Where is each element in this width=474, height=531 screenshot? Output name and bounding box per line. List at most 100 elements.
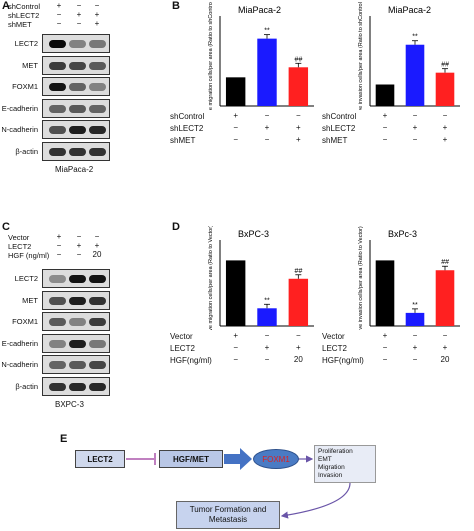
treatment-label: Vector xyxy=(8,233,30,242)
treatment-label: HGF (ng/ml) xyxy=(8,251,50,260)
treatment-sign: − xyxy=(412,355,418,364)
bar xyxy=(375,84,395,106)
treatment-sign: − xyxy=(264,355,270,364)
blot-band xyxy=(49,296,66,305)
treatment-sign: − xyxy=(412,135,418,144)
block-arrow xyxy=(224,448,252,470)
bar xyxy=(288,67,309,106)
blot-band xyxy=(89,339,106,348)
treatment-sign: + xyxy=(56,232,62,241)
blot-band xyxy=(49,318,66,326)
blot-band xyxy=(89,126,106,134)
treatment-sign: − xyxy=(412,331,418,340)
treatment-label: LECT2 xyxy=(8,242,32,251)
treatment-label: LECT2 xyxy=(170,344,195,353)
blot-band xyxy=(69,275,86,283)
node-foxm1: FOXM1 xyxy=(253,449,299,469)
treatment-sign: + xyxy=(295,343,301,352)
outcome-emt: EMT xyxy=(318,456,332,463)
treatment-label: HGF(ng/ml) xyxy=(322,356,364,365)
arrow-to-tumor xyxy=(280,482,351,519)
treatment-sign: + xyxy=(76,241,82,250)
treatment-sign: + xyxy=(382,111,388,120)
blot-band xyxy=(49,126,66,134)
blot-band xyxy=(49,40,66,48)
treatment-label: Vector xyxy=(170,332,193,341)
treatment-sign: − xyxy=(264,135,270,144)
outcome-migration: Migration xyxy=(318,464,345,471)
blot-band xyxy=(49,147,66,156)
bar xyxy=(288,278,309,326)
blot-band xyxy=(69,382,86,391)
treatment-sign: − xyxy=(442,111,448,120)
blot-label: MET xyxy=(22,295,38,305)
y-axis-label: Relative invasion cells/per area (Ratio … xyxy=(358,226,364,330)
significance-label: ## xyxy=(294,268,302,275)
treatment-sign: − xyxy=(94,232,100,241)
treatment-sign: − xyxy=(56,241,62,250)
treatment-sign: − xyxy=(233,355,238,364)
blot-band xyxy=(89,296,106,305)
treatment-sign: + xyxy=(412,123,418,132)
panel-a-letter: A xyxy=(2,0,10,12)
blot-band xyxy=(89,61,106,70)
blot-band xyxy=(89,40,106,48)
blot-band xyxy=(69,318,86,326)
treatment-sign: + xyxy=(442,135,448,144)
chart-b-migration: MiaPaca-2 Relative migration cells/per ar… xyxy=(208,2,314,110)
treatment-sign: − xyxy=(56,19,62,28)
blot-band xyxy=(89,361,106,369)
treatment-sign: − xyxy=(264,111,270,120)
treatment-label: shMET xyxy=(322,136,348,145)
cell-line-label: MiaPaca-2 xyxy=(55,165,94,174)
cell-line-label: BXPC-3 xyxy=(55,400,84,409)
blot-band xyxy=(69,361,86,369)
blot-strip xyxy=(42,55,110,75)
treatment-sign: − xyxy=(382,355,388,364)
treatment-label: shMET xyxy=(8,20,32,29)
treatment-sign: − xyxy=(76,250,82,259)
blot-band xyxy=(89,147,106,156)
significance-label: ** xyxy=(264,297,270,304)
blot-strip xyxy=(42,141,110,161)
blot-label: β-actin xyxy=(15,381,38,391)
treatment-sign: + xyxy=(295,123,301,132)
treatment-sign: + xyxy=(56,1,62,10)
chart-b-migration-treatments: shControl + − − shLECT2 − + + shMET − − + xyxy=(170,110,328,146)
treatment-sign: + xyxy=(94,10,100,19)
blot-strip xyxy=(42,333,110,353)
panel-c: Vector + − − LECT2− + + HGF (ng/ml) − −20 LECT2 MET… xyxy=(0,221,120,421)
panel-a: shControl + − − shLECT2− + + shMET − − + LECT2 MET FO… xyxy=(0,0,120,190)
blot-band xyxy=(69,296,86,305)
treatment-sign: − xyxy=(442,331,448,340)
blot-band xyxy=(69,83,86,91)
treatment-sign: − xyxy=(76,1,82,10)
treatment-label: Vector xyxy=(322,332,345,341)
blot-label: N-cadherin xyxy=(1,360,38,369)
bar xyxy=(405,44,425,106)
chart-title: BxPc-3 xyxy=(388,229,417,239)
treatment-sign: 20 xyxy=(440,355,450,364)
node-hgf-met: HGF/MET xyxy=(159,450,223,468)
blot-band xyxy=(49,61,66,70)
blot-band xyxy=(69,61,86,70)
treatment-label: shMET xyxy=(170,136,196,145)
blot-strip xyxy=(42,312,110,331)
treatment-sign: − xyxy=(382,135,388,144)
blot-strip xyxy=(42,98,110,118)
treatment-sign: − xyxy=(56,10,62,19)
chart-d-migration: BxPC-3 Relative migration cells/per area … xyxy=(208,226,314,330)
treatment-sign: − xyxy=(76,232,82,241)
treatment-sign: − xyxy=(264,331,270,340)
treatment-label: shLECT2 xyxy=(322,124,356,133)
chart-b-invasion-treatments: shControl + − − shLECT2 − + + shMET − − + xyxy=(322,110,474,146)
panel-e-letter: E xyxy=(60,433,68,445)
treatment-label: shLECT2 xyxy=(8,11,40,20)
chart-title: MiaPaca-2 xyxy=(388,5,431,15)
blot-label: FOXM1 xyxy=(12,82,38,91)
chart-title: BxPC-3 xyxy=(238,229,269,239)
chart-b-invasion: MiaPaca-2 Relative invasion cells/per are… xyxy=(358,2,460,110)
treatment-sign: − xyxy=(233,123,238,132)
panel-c-letter: C xyxy=(2,221,10,233)
treatment-sign: + xyxy=(295,135,301,144)
